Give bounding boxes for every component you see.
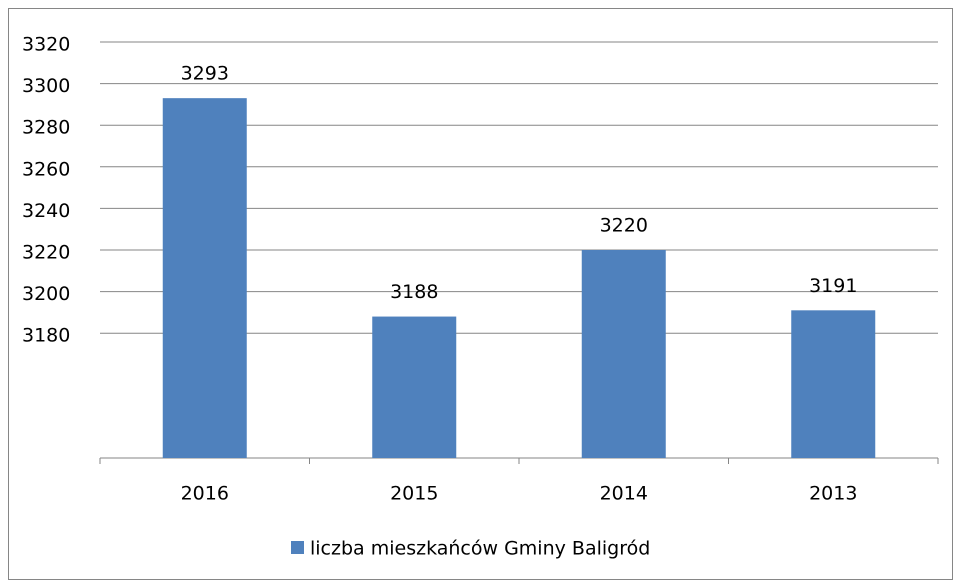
y-tick-label: 3200 — [22, 283, 70, 305]
y-tick-label: 3260 — [22, 158, 70, 180]
legend-label: liczba mieszkańców Gminy Baligród — [310, 538, 650, 560]
data-label: 3188 — [390, 281, 438, 303]
legend-swatch — [291, 541, 304, 554]
y-tick-label: 3220 — [22, 242, 70, 264]
data-label: 3293 — [181, 63, 229, 85]
x-tick-label: 2014 — [600, 483, 648, 505]
bar — [791, 310, 876, 458]
x-tick-label: 2016 — [181, 483, 229, 505]
y-tick-label: 3320 — [22, 34, 70, 56]
bar — [372, 316, 457, 458]
bar — [581, 250, 666, 458]
y-tick-label: 3300 — [22, 75, 70, 97]
y-tick-label: 3280 — [22, 117, 70, 139]
y-tick-label: 3240 — [22, 200, 70, 222]
data-label: 3220 — [600, 215, 648, 237]
data-label: 3191 — [809, 275, 857, 297]
x-tick-label: 2015 — [390, 483, 438, 505]
x-tick-label: 2013 — [809, 483, 857, 505]
bar — [162, 98, 247, 458]
y-tick-label: 3180 — [22, 325, 70, 347]
